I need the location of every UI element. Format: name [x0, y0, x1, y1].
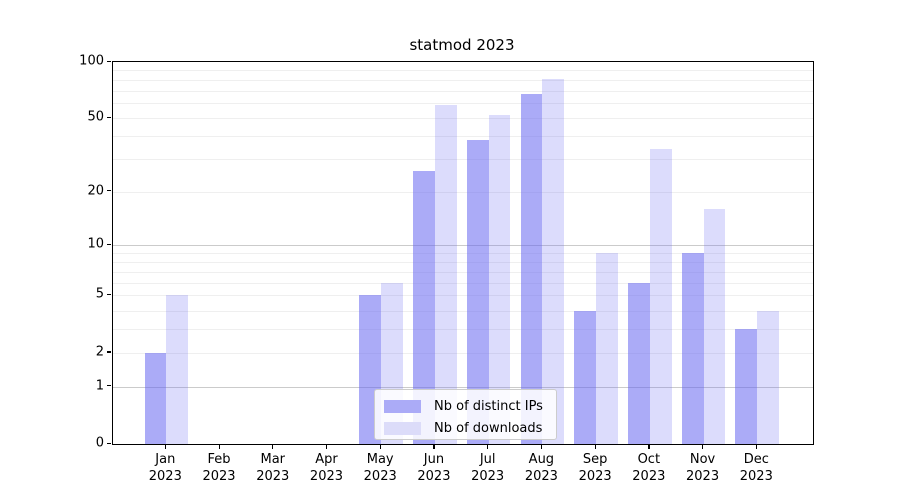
bar-jan-downloads [166, 295, 189, 444]
bar-sep-downloads [596, 253, 618, 444]
gridline-minor [113, 79, 813, 81]
y-tick-label: 20 [87, 183, 104, 199]
bar-jul-downloads [488, 114, 511, 444]
bar-nov-ips [681, 253, 704, 444]
x-tick-mark [540, 444, 543, 449]
legend: Nb of distinct IPs Nb of downloads [374, 389, 557, 440]
x-tick-label-apr: Apr 2023 [309, 452, 344, 484]
y-tick-mark [107, 385, 111, 387]
x-tick-mark [164, 444, 166, 449]
y-tick-mark [107, 243, 111, 245]
gridline-major [113, 245, 813, 247]
x-tick-label-sep: Sep 2023 [578, 452, 612, 484]
bar-jan-ips [144, 352, 167, 444]
chart-title: statmod 2023 [409, 36, 515, 54]
gridline-minor [113, 103, 813, 105]
x-tick-mark [272, 444, 274, 449]
bar-jun-ips [413, 170, 435, 444]
legend-entry-downloads: Nb of downloads [384, 418, 556, 438]
x-tick-label-jan: Jan 2023 [148, 452, 182, 484]
gridline-minor [113, 295, 813, 297]
x-tick-label-jun: Jun 2023 [417, 452, 451, 484]
y-tick-label: 10 [87, 236, 104, 252]
x-tick-label-mar: Mar 2023 [256, 452, 290, 484]
x-tick-mark [594, 444, 596, 449]
x-tick-label-oct: Oct 2023 [632, 452, 666, 484]
x-tick-label-aug: Aug 2023 [524, 452, 558, 484]
plot-area [112, 61, 814, 445]
bar-aug-ips [520, 94, 543, 444]
bar-sep-ips [574, 310, 597, 444]
x-tick-mark [755, 444, 757, 449]
gridline-minor [113, 90, 813, 92]
legend-swatch-distinct-ips [384, 399, 421, 413]
y-tick-mark [107, 351, 111, 353]
gridline-minor [113, 70, 813, 72]
legend-entry-distinct-ips: Nb of distinct IPs [384, 396, 556, 416]
bar-oct-downloads [649, 149, 672, 444]
x-tick-mark [433, 444, 435, 449]
bar-aug-downloads [542, 78, 565, 444]
x-tick-mark [648, 444, 650, 449]
y-tick-mark [107, 190, 111, 192]
gridline-minor [113, 159, 813, 161]
x-tick-label-jul: Jul 2023 [471, 452, 505, 484]
y-tick-label: 0 [95, 435, 104, 451]
x-tick-label-dec: Dec 2023 [739, 452, 773, 484]
gridline-minor [113, 118, 813, 120]
legend-swatch-downloads [384, 421, 421, 435]
legend-label-distinct-ips: Nb of distinct IPs [434, 398, 543, 414]
gridline-minor [113, 191, 813, 193]
gridline-minor [113, 261, 813, 263]
bar-oct-ips [628, 282, 650, 444]
gridline-major [113, 386, 813, 388]
y-tick-mark [107, 60, 111, 62]
gridline-minor [113, 282, 813, 284]
gridline-minor [113, 329, 813, 331]
x-tick-mark [218, 444, 220, 449]
x-tick-mark [702, 444, 704, 449]
x-tick-mark [325, 444, 328, 449]
y-tick-label: 1 [95, 378, 104, 394]
bar-nov-downloads [703, 209, 726, 444]
gridline-minor [113, 352, 813, 354]
gridline-minor [113, 310, 813, 312]
bar-jul-ips [466, 140, 489, 444]
gridline-minor [113, 271, 813, 273]
bar-jun-downloads [434, 104, 457, 444]
x-tick-label-may: May 2023 [363, 452, 397, 484]
bar-dec-downloads [757, 310, 780, 444]
y-tick-label: 5 [95, 286, 104, 302]
x-tick-mark [379, 444, 381, 449]
x-tick-mark [487, 444, 489, 449]
y-tick-mark [107, 293, 111, 296]
x-tick-label-feb: Feb 2023 [202, 452, 236, 484]
legend-label-downloads: Nb of downloads [434, 420, 543, 436]
y-tick-label: 2 [95, 344, 104, 360]
gridline-minor [113, 253, 813, 255]
y-tick-label: 50 [87, 109, 104, 125]
gridline-minor [113, 136, 813, 138]
y-tick-mark [107, 442, 111, 444]
x-tick-label-nov: Nov 2023 [686, 452, 720, 484]
bar-dec-ips [735, 329, 758, 444]
y-tick-mark [107, 116, 111, 118]
y-tick-label: 100 [79, 53, 104, 69]
